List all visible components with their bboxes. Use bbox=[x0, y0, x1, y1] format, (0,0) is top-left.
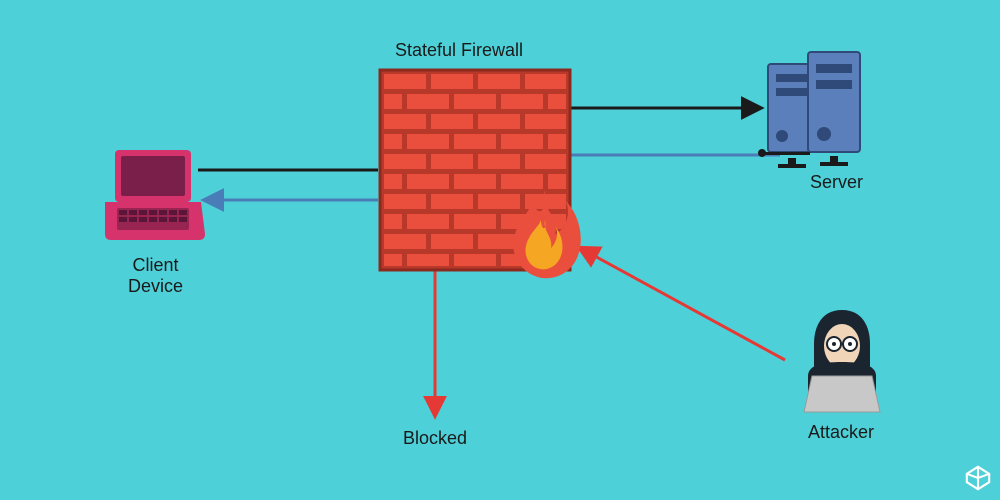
title-label: Stateful Firewall bbox=[395, 40, 523, 61]
blocked-label: Blocked bbox=[403, 428, 467, 449]
attacker-icon bbox=[804, 310, 880, 412]
server-icon bbox=[758, 52, 860, 168]
arrow-attacker-to-firewall bbox=[580, 248, 785, 360]
client-label: Client Device bbox=[128, 255, 183, 297]
server-label: Server bbox=[810, 172, 863, 193]
brand-logo-icon bbox=[964, 464, 992, 492]
attacker-label: Attacker bbox=[808, 422, 874, 443]
client-device-icon bbox=[105, 150, 205, 240]
